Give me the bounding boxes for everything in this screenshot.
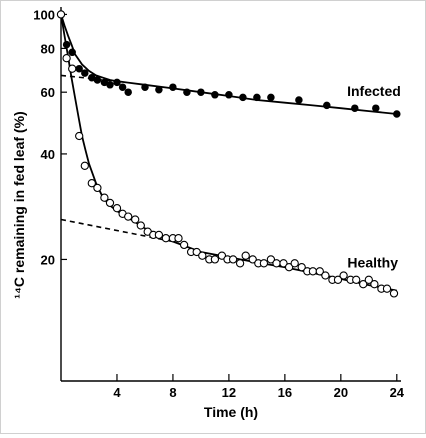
infected-point (267, 93, 275, 102)
infected-point (183, 88, 191, 96)
infected-point (253, 93, 261, 102)
healthy-point (248, 255, 257, 264)
y-tick-label: 20 (41, 252, 55, 267)
y-tick-label: 80 (41, 41, 55, 56)
healthy-point (279, 259, 288, 268)
healthy-point (174, 234, 183, 243)
healthy-point (105, 198, 115, 208)
healthy-point (68, 64, 77, 73)
x-tick-label: 24 (390, 385, 405, 400)
tick-group: 4 8 12 16 20 24 20 40 60 80 100 (33, 7, 405, 400)
healthy-point (124, 212, 133, 221)
healthy-point (228, 255, 238, 264)
healthy-point (284, 263, 294, 272)
healthy-point (131, 215, 140, 224)
infected-point (393, 110, 401, 118)
infected-point (75, 64, 83, 73)
infected-point (351, 104, 359, 112)
x-axis-title: Time (h) (204, 404, 258, 420)
healthy-point (56, 10, 66, 19)
healthy-point (290, 259, 299, 268)
healthy-point (352, 275, 361, 284)
healthy-point (272, 259, 281, 268)
healthy-point (93, 183, 102, 193)
infected-point (225, 91, 233, 99)
healthy-point (100, 193, 109, 202)
y-tick-label: 100 (33, 7, 55, 22)
fit-lines (60, 14, 397, 292)
infected-point (113, 78, 121, 87)
x-tick-label: 20 (334, 385, 348, 400)
healthy-point (308, 267, 318, 276)
healthy-point (333, 275, 343, 284)
series-labels: Infected Healthy (347, 83, 401, 270)
healthy-point (389, 289, 399, 298)
infected-point (141, 83, 149, 91)
healthy-point (198, 251, 207, 260)
healthy-point (179, 240, 189, 250)
healthy-point (364, 275, 373, 284)
healthy-point (136, 221, 145, 230)
y-axis-title: ¹⁴C remaining in fed leaf (%) (11, 111, 27, 298)
healthy-point (266, 255, 276, 264)
y-tick-label: 40 (41, 147, 55, 162)
healthy-fit-line (60, 14, 397, 292)
infected-point (239, 93, 247, 102)
healthy-point (161, 234, 171, 243)
healthy-point (297, 263, 306, 272)
infected-point (323, 101, 331, 110)
infected-point (106, 81, 114, 89)
infected-point (124, 88, 132, 96)
infected-point (93, 76, 102, 84)
infected-point (197, 88, 205, 96)
axes (60, 7, 401, 382)
infected-fit-line (60, 14, 397, 115)
infected-point (295, 96, 303, 104)
infected-label: Infected (347, 83, 401, 99)
healthy-point (359, 280, 368, 289)
healthy-point (321, 271, 330, 280)
healthy-point (87, 179, 96, 188)
healthy-point (339, 271, 348, 280)
infected-point (211, 91, 219, 99)
infected-point (372, 104, 380, 112)
healthy-point (259, 259, 269, 268)
healthy-label: Healthy (347, 254, 398, 270)
infected-point (62, 40, 71, 49)
infected-point (81, 69, 89, 77)
healthy-extrapolation-line (60, 218, 174, 243)
x-tick-label: 12 (222, 385, 236, 400)
healthy-point (235, 259, 245, 268)
x-tick-label: 16 (278, 385, 292, 400)
healthy-point (112, 204, 122, 213)
y-tick-label: 60 (41, 85, 55, 100)
healthy-point (382, 284, 392, 293)
healthy-point (210, 255, 220, 264)
healthy-point (217, 251, 227, 260)
data-points (56, 10, 401, 298)
healthy-point (315, 267, 324, 276)
healthy-point (154, 230, 164, 240)
infected-point (68, 48, 76, 57)
healthy-point (62, 54, 71, 63)
healthy-point (80, 161, 89, 170)
healthy-point (75, 131, 84, 141)
infected-point (155, 85, 163, 94)
x-tick-label: 8 (169, 385, 176, 400)
healthy-point (241, 251, 250, 260)
infected-point (118, 83, 127, 91)
infected-point (169, 83, 177, 91)
healthy-point (370, 280, 379, 289)
healthy-point (192, 247, 201, 257)
x-tick-label: 4 (113, 385, 121, 400)
